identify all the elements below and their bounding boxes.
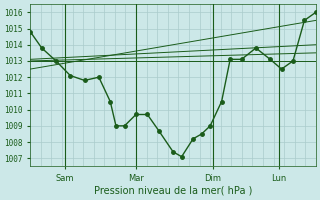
- X-axis label: Pression niveau de la mer( hPa ): Pression niveau de la mer( hPa ): [94, 186, 252, 196]
